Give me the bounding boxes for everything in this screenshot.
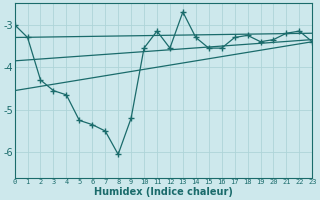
X-axis label: Humidex (Indice chaleur): Humidex (Indice chaleur) [94, 187, 233, 197]
